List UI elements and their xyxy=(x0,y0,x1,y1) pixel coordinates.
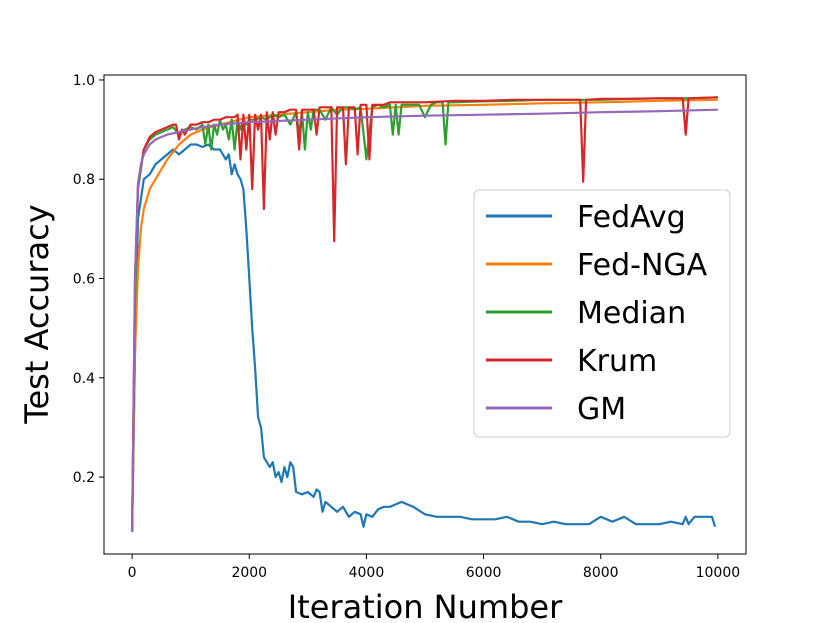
y-axis-ticks: 0.2 0.4 0.6 0.8 1.0 xyxy=(73,73,104,486)
series-line-krum xyxy=(131,96,718,532)
y-tick-label: 0.8 xyxy=(73,172,95,188)
x-tick-label: 6000 xyxy=(466,565,502,581)
x-tick-label: 10000 xyxy=(696,565,741,581)
x-tick-label: 0 xyxy=(128,565,137,581)
y-tick-label: 0.2 xyxy=(73,470,95,486)
legend: FedAvg Fed-NGA Median Krum GM xyxy=(473,189,731,438)
legend-label-gm: GM xyxy=(577,392,626,427)
series-line-fedavg xyxy=(131,143,717,532)
y-tick-label: 1.0 xyxy=(73,73,95,89)
x-axis-label: Iteration Number xyxy=(288,588,563,623)
legend-label-fed-nga: Fed-NGA xyxy=(577,248,708,283)
x-axis-ticks: 0 2000 4000 6000 8000 10000 xyxy=(128,554,741,581)
y-tick-label: 0.6 xyxy=(73,272,95,288)
series-line-gm xyxy=(131,108,718,532)
legend-label-fedavg: FedAvg xyxy=(577,200,686,235)
legend-entries: FedAvg Fed-NGA Median Krum GM xyxy=(486,200,708,427)
legend-label-krum: Krum xyxy=(577,344,657,379)
x-tick-label: 4000 xyxy=(349,565,385,581)
x-tick-label: 8000 xyxy=(583,565,619,581)
x-tick-label: 2000 xyxy=(231,565,267,581)
y-tick-label: 0.4 xyxy=(73,371,95,387)
legend-label-median: Median xyxy=(577,296,686,331)
plot-frame xyxy=(103,74,747,555)
series-layer xyxy=(131,96,718,532)
y-axis-label: Test Accuracy xyxy=(18,204,56,424)
legend-frame xyxy=(473,189,731,438)
